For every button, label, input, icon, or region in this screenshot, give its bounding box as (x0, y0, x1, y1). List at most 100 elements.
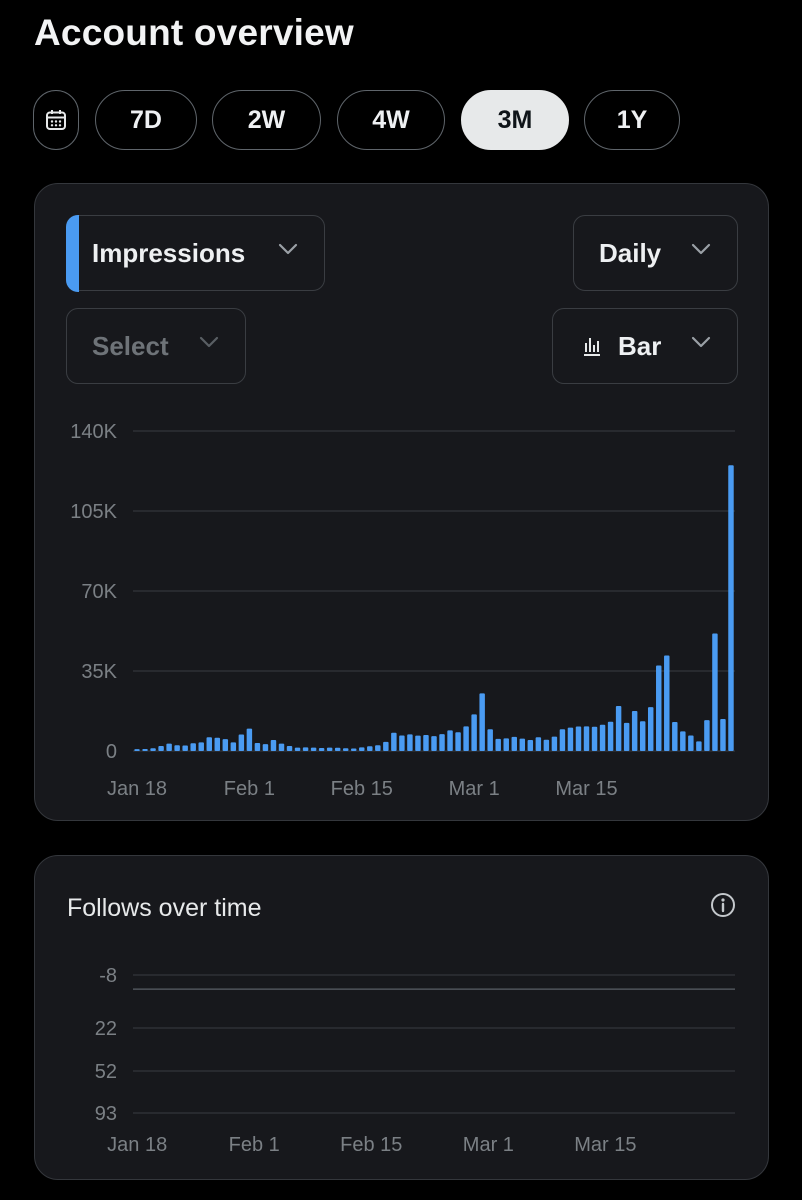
x-tick-label: Mar 15 (574, 1134, 636, 1156)
impressions-bar (399, 735, 405, 751)
impressions-bar (415, 735, 421, 751)
chevron-down-icon (278, 243, 298, 255)
impressions-bar (712, 633, 718, 751)
impressions-bar (174, 745, 180, 751)
impressions-bar (431, 736, 437, 751)
x-tick-label: Feb 1 (229, 1134, 280, 1156)
interval-dropdown[interactable]: Daily (573, 215, 738, 291)
bar-chart-icon (584, 338, 600, 356)
impressions-bar (254, 743, 261, 751)
impressions-bar (551, 736, 558, 751)
range-7d-button[interactable]: 7D (95, 90, 197, 150)
impressions-bar (367, 746, 373, 751)
impressions-chart: 0 35K 70K 105K 140K Jan 18 Feb 1 Feb 15 Mar 1 Mar… (70, 421, 735, 800)
impressions-bar (615, 705, 622, 751)
compare-metric-dropdown[interactable]: Select (66, 308, 246, 384)
page-title: Account overview (34, 12, 354, 53)
impressions-bar (567, 727, 574, 751)
y-tick-label: 52 (95, 1061, 117, 1083)
impressions-bar (383, 741, 389, 751)
chevron-down-icon (199, 336, 219, 348)
impressions-bar (487, 729, 493, 751)
y-tick-label: 0 (106, 741, 117, 763)
y-tick-label: 93 (95, 1103, 117, 1125)
impressions-bar (704, 720, 710, 751)
x-tick-label: Feb 15 (331, 778, 393, 800)
impressions-bar (575, 726, 582, 751)
impressions-bar (527, 740, 534, 751)
impressions-bar (519, 738, 526, 751)
impressions-bar (359, 747, 365, 751)
impressions-bar (302, 747, 309, 751)
metric-dropdown[interactable]: Impressions (65, 214, 325, 292)
compare-dropdown-label: Select (92, 330, 169, 361)
impressions-bar (696, 741, 702, 751)
impressions-bar (222, 739, 229, 751)
impressions-bar (230, 742, 237, 751)
impressions-bar (672, 721, 678, 751)
impressions-bar (342, 748, 349, 751)
impressions-bar (495, 738, 501, 751)
impressions-bar (407, 734, 413, 751)
y-tick-label: 105K (70, 501, 117, 523)
y-tick-label: 70K (81, 581, 117, 603)
follows-chart-title: Follows over time (67, 894, 262, 922)
impressions-bar (680, 731, 686, 751)
impressions-bar (246, 728, 253, 751)
impressions-bar (623, 722, 630, 751)
chevron-down-icon (691, 243, 711, 255)
impressions-bar (535, 737, 542, 751)
impressions-bar (270, 740, 277, 751)
follows-card: Follows over time -8 22 52 93 Jan 18 Feb 1 Feb… (34, 855, 769, 1180)
impressions-bar (664, 655, 670, 751)
y-tick-label: -8 (99, 965, 117, 987)
impressions-bar (511, 736, 517, 751)
impressions-bar (471, 714, 477, 751)
impressions-bar (278, 743, 285, 751)
impressions-bar (318, 748, 325, 751)
impressions-bar (182, 745, 188, 751)
impressions-bar (262, 744, 269, 751)
impressions-bar (591, 726, 598, 751)
range-2w-button[interactable]: 2W (212, 90, 321, 150)
impressions-bar (214, 737, 221, 751)
impressions-bar (238, 734, 245, 751)
impressions-bar (310, 747, 317, 751)
impressions-bar (142, 748, 148, 751)
range-4w-button[interactable]: 4W (337, 90, 445, 150)
chart-type-dropdown-label: Bar (618, 330, 662, 361)
impressions-bar (439, 734, 445, 751)
impressions-bar (688, 735, 694, 751)
interval-dropdown-label: Daily (599, 237, 662, 268)
x-tick-label: Mar 1 (463, 1134, 514, 1156)
impressions-bar (479, 693, 485, 751)
x-tick-label: Jan 18 (107, 1134, 167, 1156)
chart-type-dropdown[interactable]: Bar (552, 308, 738, 384)
x-tick-label: Feb 1 (224, 778, 275, 800)
impressions-bar (326, 747, 333, 751)
range-3m-button[interactable]: 3M (461, 90, 569, 150)
impressions-bar (583, 726, 590, 751)
impressions-bar (190, 743, 196, 751)
metric-dropdown-label: Impressions (92, 237, 246, 268)
x-tick-label: Feb 15 (340, 1134, 402, 1156)
impressions-bar (647, 707, 654, 751)
impressions-bar (134, 749, 140, 751)
impressions-bar (423, 735, 429, 751)
impressions-bar (656, 665, 662, 751)
impressions-bar (334, 747, 341, 751)
impressions-bar (543, 739, 550, 751)
info-icon[interactable] (710, 892, 736, 918)
range-1y-button[interactable]: 1Y (584, 90, 680, 150)
calendar-icon (46, 110, 66, 130)
y-tick-label: 35K (81, 661, 117, 683)
y-tick-label: 22 (95, 1018, 117, 1040)
impressions-bar (455, 732, 461, 751)
calendar-button[interactable] (33, 90, 79, 150)
metric-color-indicator (65, 214, 79, 292)
impressions-bar (391, 732, 397, 751)
impressions-bar (375, 745, 381, 751)
impressions-bar (198, 742, 204, 751)
impressions-bar (351, 748, 357, 751)
impressions-card: Impressions Daily Select Bar 0 35K 70K 105K… (34, 183, 769, 821)
